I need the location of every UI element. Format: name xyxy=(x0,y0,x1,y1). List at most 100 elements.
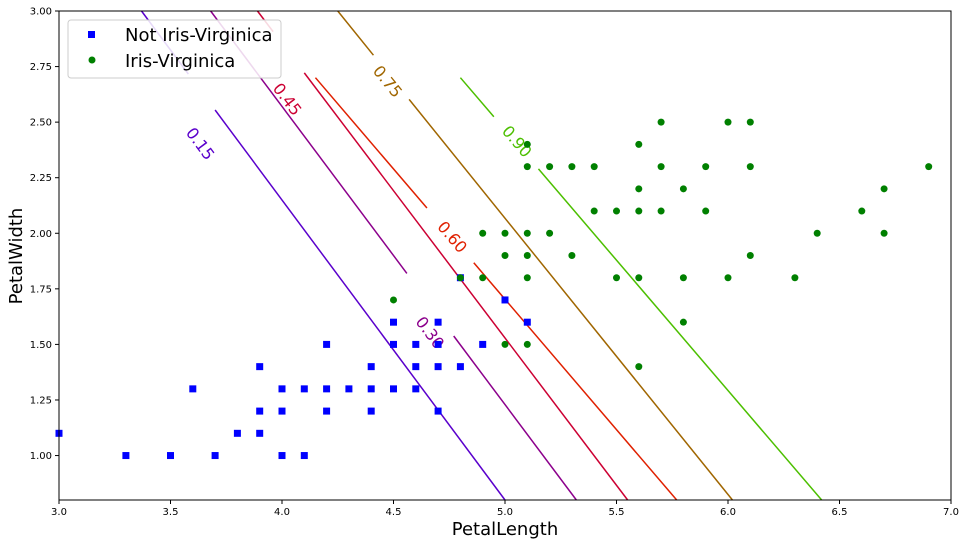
point-virginica xyxy=(568,252,576,259)
point-not-virginica xyxy=(189,385,197,393)
y-tick-label: 2.25 xyxy=(30,173,52,184)
point-not-virginica xyxy=(122,452,130,460)
point-not-virginica xyxy=(390,318,397,326)
contour-line-0.45 xyxy=(303,72,629,501)
point-virginica xyxy=(523,163,531,171)
point-virginica xyxy=(635,207,643,215)
point-not-virginica xyxy=(367,363,375,371)
legend: Not Iris-Virginica Iris-Virginica xyxy=(67,19,282,79)
point-virginica xyxy=(813,229,821,237)
x-tick-label: 6.0 xyxy=(720,507,736,518)
point-virginica xyxy=(791,274,799,282)
point-virginica xyxy=(590,163,598,171)
x-tick-label: 6.5 xyxy=(832,507,848,518)
point-virginica xyxy=(858,207,866,215)
x-tick-label: 5.5 xyxy=(609,507,625,518)
point-virginica xyxy=(746,163,754,171)
point-not-virginica xyxy=(167,452,174,460)
y-tick-label: 1.25 xyxy=(30,395,52,406)
point-virginica xyxy=(880,185,888,193)
point-not-virginica xyxy=(412,385,420,393)
contour-line-0.15 xyxy=(214,109,506,501)
point-not-virginica xyxy=(278,452,286,460)
point-not-virginica xyxy=(367,407,375,415)
point-virginica xyxy=(523,274,531,282)
point-virginica xyxy=(456,274,464,282)
legend-marker-circle xyxy=(88,56,96,64)
y-axis: 1.00 1.25 1.50 1.75 2.00 2.25 2.50 2.75 3.00 xyxy=(30,7,59,462)
y-tick-label: 3.00 xyxy=(30,7,52,18)
contour-label: 0.45 xyxy=(269,79,306,119)
data-points xyxy=(55,118,933,460)
y-tick-label: 2.75 xyxy=(30,62,52,73)
point-virginica xyxy=(568,163,576,171)
point-virginica xyxy=(635,140,643,148)
point-virginica xyxy=(546,229,554,237)
point-not-virginica xyxy=(323,407,331,415)
point-virginica xyxy=(657,163,665,171)
x-tick-label: 5.0 xyxy=(497,507,513,518)
point-virginica xyxy=(479,274,487,282)
x-tick-label: 4.5 xyxy=(386,507,402,518)
point-not-virginica xyxy=(300,452,308,460)
contour-line-0.75 xyxy=(408,98,734,501)
point-not-virginica xyxy=(211,452,219,460)
x-tick-label: 3.5 xyxy=(163,507,179,518)
decision-contours: 0.150.300.450.600.750.90 xyxy=(140,10,823,501)
point-virginica xyxy=(880,229,888,237)
point-not-virginica xyxy=(434,318,442,326)
point-virginica xyxy=(501,229,509,237)
point-not-virginica xyxy=(456,363,464,371)
point-not-virginica xyxy=(434,407,442,415)
point-not-virginica xyxy=(523,318,531,326)
x-axis-label: PetalLength xyxy=(452,519,558,540)
point-virginica xyxy=(613,207,620,215)
point-not-virginica xyxy=(256,407,264,415)
legend-marker-square xyxy=(88,31,95,38)
x-tick-label: 3.0 xyxy=(51,507,67,518)
point-not-virginica xyxy=(434,363,442,371)
point-virginica xyxy=(657,118,665,126)
contour-line-0.30 xyxy=(453,335,577,501)
legend-label-virginica: Iris-Virginica xyxy=(125,51,235,72)
point-virginica xyxy=(523,340,531,348)
point-virginica xyxy=(635,363,643,371)
x-tick-label: 7.0 xyxy=(943,507,959,518)
point-not-virginica xyxy=(501,296,509,304)
y-tick-label: 1.75 xyxy=(30,284,52,295)
point-virginica xyxy=(635,185,643,193)
point-not-virginica xyxy=(345,385,353,393)
contour-label: 0.75 xyxy=(369,62,406,102)
point-not-virginica xyxy=(278,407,286,415)
point-not-virginica xyxy=(300,385,308,393)
point-virginica xyxy=(635,274,643,282)
point-virginica xyxy=(724,274,732,282)
point-virginica xyxy=(746,118,754,126)
point-virginica xyxy=(679,318,687,326)
point-virginica xyxy=(523,252,531,259)
point-virginica xyxy=(546,163,554,171)
point-not-virginica xyxy=(412,363,420,371)
contour-line-0.75 xyxy=(337,10,375,56)
x-tick-label: 4.0 xyxy=(274,507,290,518)
point-virginica xyxy=(746,252,754,259)
point-virginica xyxy=(724,118,732,126)
point-virginica xyxy=(925,163,933,171)
point-not-virginica xyxy=(323,385,331,393)
point-virginica xyxy=(590,207,598,215)
point-virginica xyxy=(523,140,531,148)
y-tick-label: 1.50 xyxy=(30,340,52,351)
point-not-virginica xyxy=(434,340,442,348)
contour-line-0.90 xyxy=(459,77,495,118)
contour-label: 0.90 xyxy=(498,122,536,161)
point-not-virginica xyxy=(390,340,397,348)
point-not-virginica xyxy=(233,429,241,437)
x-axis: 3.0 3.5 4.0 4.5 5.0 5.5 6.0 6.5 7.0 xyxy=(51,500,959,518)
point-virginica xyxy=(702,163,710,171)
point-virginica xyxy=(501,340,509,348)
y-tick-label: 1.00 xyxy=(30,451,52,462)
point-virginica xyxy=(702,207,710,215)
point-not-virginica xyxy=(323,340,331,348)
point-not-virginica xyxy=(479,340,487,348)
